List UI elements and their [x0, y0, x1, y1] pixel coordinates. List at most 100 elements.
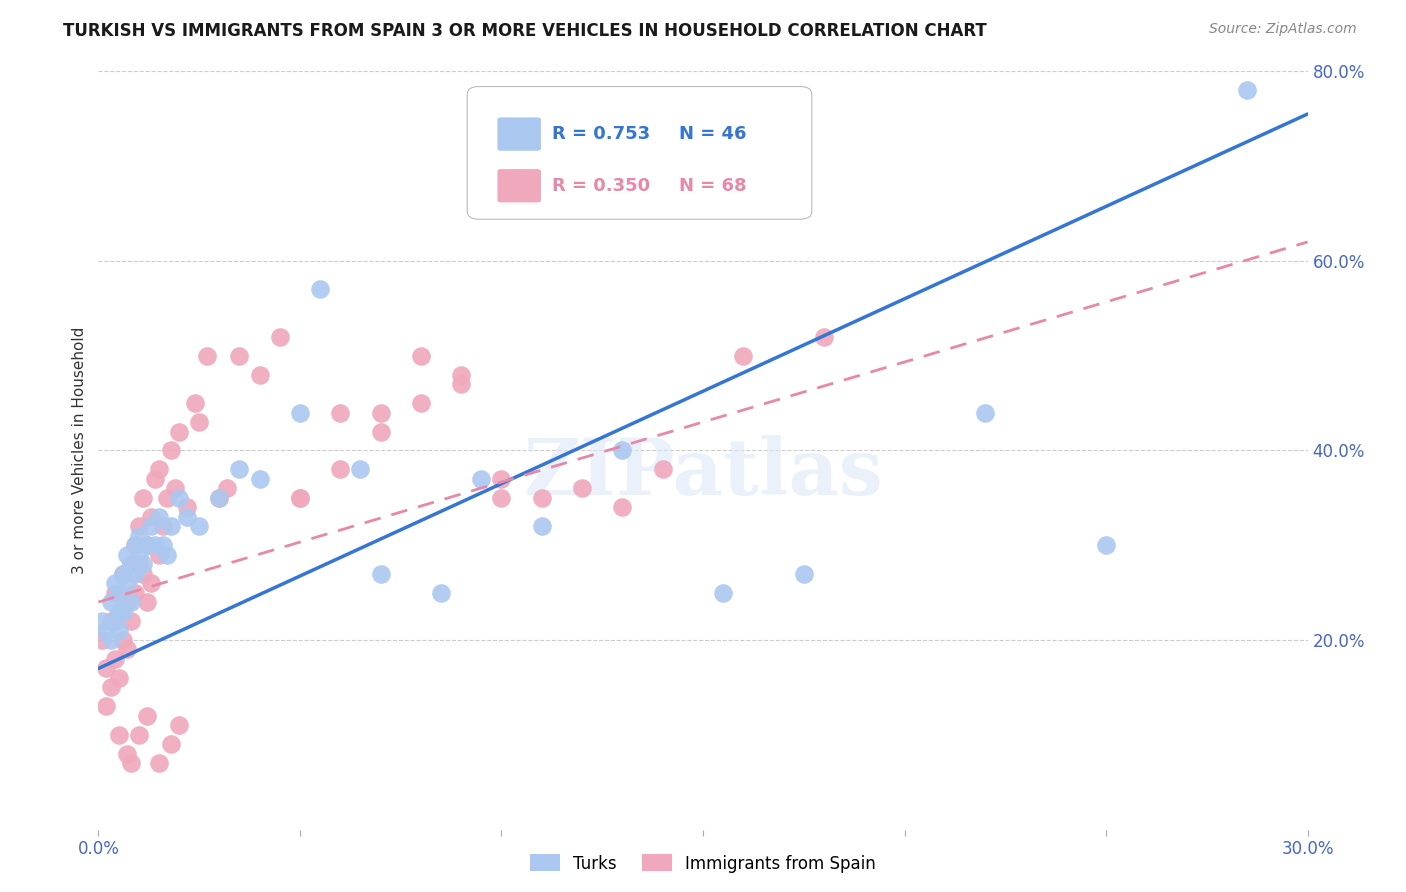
Point	[111, 633, 134, 648]
Point	[124, 538, 146, 552]
Point	[152, 538, 174, 552]
Point	[793, 566, 815, 581]
Point	[167, 718, 190, 732]
Point	[107, 605, 129, 619]
Point	[188, 415, 211, 429]
Point	[124, 566, 146, 581]
Point	[1095, 538, 1118, 552]
Y-axis label: 3 or more Vehicles in Household: 3 or more Vehicles in Household	[72, 326, 87, 574]
Point	[128, 519, 150, 533]
Point	[167, 491, 190, 505]
Point	[143, 472, 166, 486]
Point	[107, 728, 129, 742]
Point	[100, 595, 122, 609]
FancyBboxPatch shape	[498, 118, 541, 151]
Point	[103, 576, 125, 591]
Point	[152, 519, 174, 533]
Point	[100, 633, 122, 648]
Point	[208, 491, 231, 505]
Point	[309, 282, 332, 296]
Point	[1236, 83, 1258, 97]
Point	[132, 566, 155, 581]
Point	[128, 557, 150, 572]
Point	[288, 491, 311, 505]
Point	[409, 396, 432, 410]
Point	[530, 519, 553, 533]
Point	[491, 491, 513, 505]
Text: N = 68: N = 68	[679, 177, 747, 194]
Point	[184, 396, 207, 410]
Point	[167, 425, 190, 439]
Point	[128, 548, 150, 562]
Point	[103, 652, 125, 666]
Point	[100, 614, 122, 628]
Point	[100, 681, 122, 695]
Point	[96, 624, 118, 638]
Point	[139, 509, 162, 524]
Point	[107, 605, 129, 619]
Text: R = 0.753: R = 0.753	[551, 125, 650, 143]
Point	[249, 472, 271, 486]
Point	[188, 519, 211, 533]
Point	[96, 661, 118, 675]
FancyBboxPatch shape	[467, 87, 811, 219]
Point	[288, 491, 311, 505]
Point	[148, 509, 170, 524]
Point	[228, 349, 250, 363]
Point	[288, 406, 311, 420]
Point	[120, 557, 142, 572]
Point	[115, 642, 138, 657]
Point	[120, 595, 142, 609]
Text: TURKISH VS IMMIGRANTS FROM SPAIN 3 OR MORE VEHICLES IN HOUSEHOLD CORRELATION CHA: TURKISH VS IMMIGRANTS FROM SPAIN 3 OR MO…	[63, 22, 987, 40]
Point	[120, 614, 142, 628]
Point	[974, 406, 997, 420]
Point	[135, 595, 157, 609]
Point	[156, 548, 179, 562]
Point	[370, 406, 392, 420]
Point	[217, 482, 239, 496]
Point	[148, 462, 170, 476]
Text: N = 46: N = 46	[679, 125, 747, 143]
Point	[107, 671, 129, 685]
Point	[135, 538, 157, 552]
Point	[176, 509, 198, 524]
Point	[128, 728, 150, 742]
Point	[115, 747, 138, 761]
Point	[450, 377, 472, 392]
Point	[329, 406, 352, 420]
Point	[115, 595, 138, 609]
Point	[148, 756, 170, 771]
Point	[370, 566, 392, 581]
Point	[139, 576, 162, 591]
Point	[269, 330, 291, 344]
Point	[135, 708, 157, 723]
Point	[132, 557, 155, 572]
Point	[195, 349, 218, 363]
Point	[571, 482, 593, 496]
Point	[612, 500, 634, 515]
Point	[733, 349, 755, 363]
Point	[530, 491, 553, 505]
Point	[148, 548, 170, 562]
Point	[491, 472, 513, 486]
Text: ZIPatlas: ZIPatlas	[523, 435, 883, 511]
Point	[120, 756, 142, 771]
Point	[329, 462, 352, 476]
Point	[651, 462, 673, 476]
Point	[111, 566, 134, 581]
Point	[107, 585, 129, 599]
Legend: Turks, Immigrants from Spain: Turks, Immigrants from Spain	[523, 847, 883, 880]
Point	[813, 330, 835, 344]
Point	[711, 585, 734, 599]
Point	[91, 633, 114, 648]
Point	[135, 538, 157, 552]
Point	[111, 566, 134, 581]
Point	[120, 557, 142, 572]
Point	[228, 462, 250, 476]
Point	[176, 500, 198, 515]
FancyBboxPatch shape	[498, 169, 541, 202]
Point	[370, 425, 392, 439]
Point	[160, 737, 183, 751]
Point	[450, 368, 472, 382]
Point	[208, 491, 231, 505]
